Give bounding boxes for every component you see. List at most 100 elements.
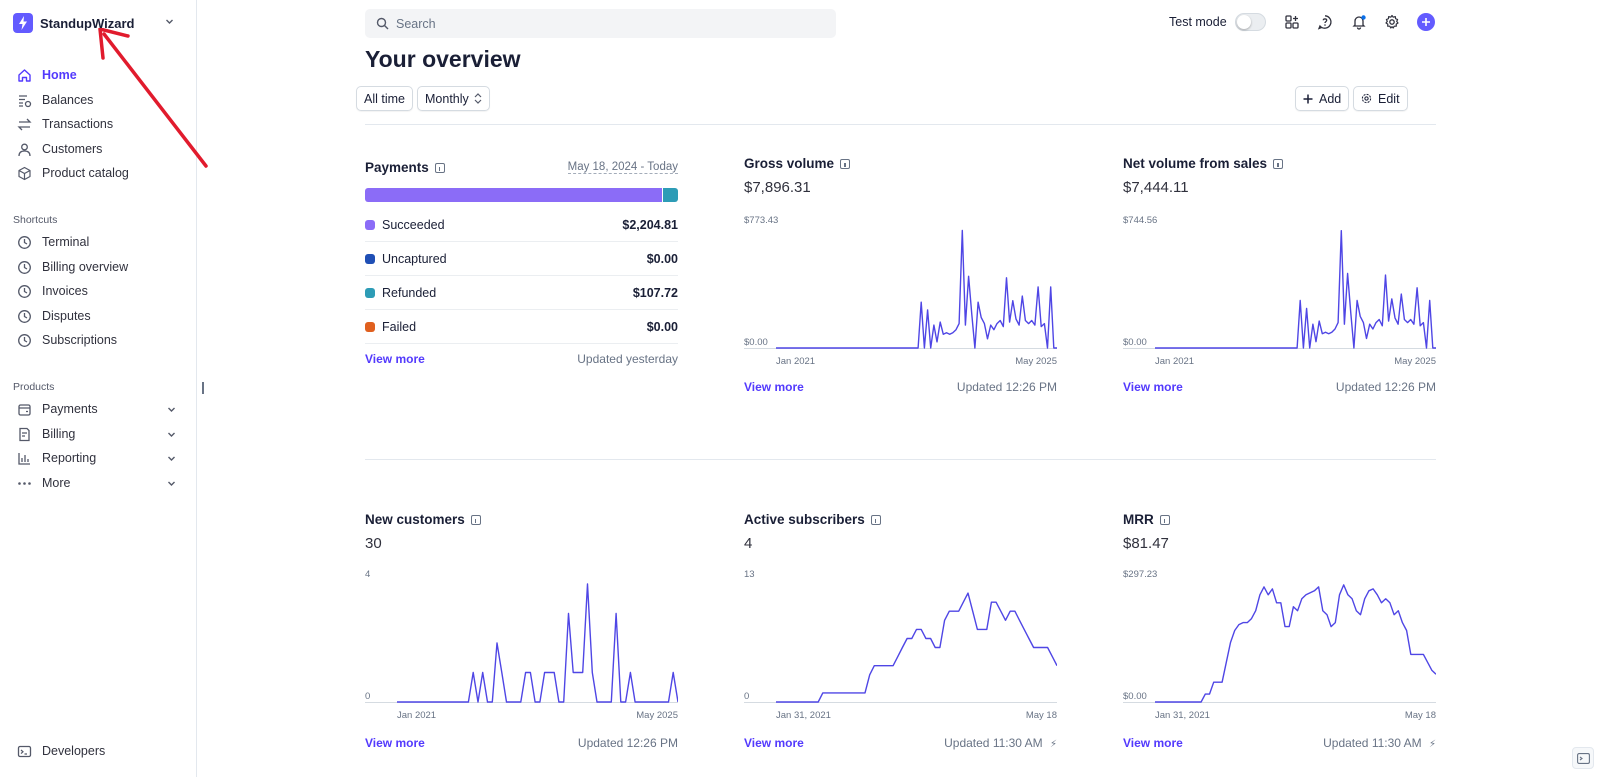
card-title: Active subscribers (744, 512, 1057, 527)
search-placeholder: Search (396, 16, 436, 31)
card-footer: View more Updated 12:26 PM (365, 736, 678, 750)
status-label: Uncaptured (382, 251, 447, 266)
payments-icon (16, 401, 32, 417)
terminal-shortcut-button[interactable] (1572, 747, 1594, 769)
sidebar-item-billing[interactable]: Billing (16, 424, 75, 444)
view-more-link[interactable]: View more (744, 380, 804, 394)
view-more-link[interactable]: View more (744, 736, 804, 750)
settings-gear-icon[interactable] (1383, 13, 1401, 31)
chevron-down-icon[interactable] (167, 479, 176, 488)
card-title-text: MRR (1123, 512, 1154, 527)
annotation-arrow (98, 28, 208, 168)
shortcut-terminal[interactable]: Terminal (16, 232, 89, 252)
bolt-icon: ⚡︎ (1049, 739, 1057, 750)
sidebar-item-more[interactable]: More (16, 473, 70, 493)
info-icon[interactable] (1273, 158, 1284, 169)
help-icon[interactable] (1316, 13, 1334, 31)
sidebar-item-label: Customers (42, 142, 103, 156)
chevron-down-icon[interactable] (167, 405, 176, 414)
payment-status-row[interactable]: Uncaptured $0.00 (365, 242, 678, 276)
info-icon[interactable] (434, 162, 445, 173)
view-more-link[interactable]: View more (365, 352, 425, 366)
notifications-bell-icon[interactable] (1350, 13, 1368, 31)
bolt-icon: ⚡︎ (1428, 739, 1436, 750)
card-footer: View more Updated 11:30 AM ⚡︎ (1123, 736, 1436, 750)
chevron-down-icon[interactable] (167, 430, 176, 439)
section-divider (365, 459, 1436, 460)
sidebar-item-home[interactable]: Home (16, 65, 77, 85)
shortcut-subscriptions[interactable]: Subscriptions (16, 330, 117, 350)
view-more-link[interactable]: View more (1123, 736, 1183, 750)
card-title: New customers (365, 512, 678, 527)
info-icon[interactable] (840, 158, 851, 169)
x-end-label: May 2025 (1015, 356, 1057, 367)
updated-label: Updated 11:30 AM (1323, 736, 1422, 750)
card-title-text: Net volume from sales (1123, 156, 1268, 171)
card-title-text: New customers (365, 512, 465, 527)
add-widget-button[interactable]: Add (1295, 86, 1350, 111)
x-start-label: Jan 31, 2021 (776, 710, 831, 721)
updated-text: Updated 11:30 AM ⚡︎ (944, 736, 1057, 750)
info-icon[interactable] (1159, 514, 1170, 525)
payments-date-range[interactable]: May 18, 2024 - Today (567, 161, 678, 174)
create-new-button[interactable] (1416, 13, 1435, 31)
series-line (397, 583, 678, 703)
shortcut-label: Disputes (42, 309, 91, 323)
sidebar-item-customers[interactable]: Customers (16, 139, 102, 159)
home-icon (16, 67, 32, 83)
account-name: StandupWizard (40, 15, 135, 31)
shortcut-invoices[interactable]: Invoices (16, 281, 88, 301)
chevron-down-icon[interactable] (165, 17, 174, 26)
status-dot (365, 287, 375, 298)
line-chart: $773.43 $0.00 Jan 2021 May 2025 (744, 215, 1057, 367)
chevron-updown-icon (474, 93, 482, 104)
info-icon[interactable] (870, 514, 881, 525)
shortcut-billing-overview[interactable]: Billing overview (16, 257, 128, 277)
chevron-down-icon[interactable] (167, 454, 176, 463)
line-chart: $744.56 $0.00 Jan 2021 May 2025 (1123, 215, 1436, 367)
gear-icon (1361, 93, 1372, 104)
payment-status-row[interactable]: Succeeded $2,204.81 (365, 208, 678, 242)
clock-icon (16, 308, 32, 324)
interval-select[interactable]: Monthly (417, 86, 490, 111)
x-start-label: Jan 31, 2021 (1155, 710, 1210, 721)
info-icon[interactable] (470, 514, 481, 525)
shortcut-label: Subscriptions (42, 333, 118, 347)
sidebar-resize-handle[interactable] (202, 382, 204, 394)
clock-icon (16, 332, 32, 348)
payments-card: Payments May 18, 2024 - Today Succeeded … (365, 160, 678, 375)
more-icon (16, 475, 32, 491)
sidebar-item-label: Payments (42, 402, 98, 416)
edit-overview-button[interactable]: Edit (1353, 86, 1408, 111)
search-input[interactable]: Search (365, 9, 836, 38)
payment-status-row[interactable]: Refunded $107.72 (365, 276, 678, 310)
card-title-text: Gross volume (744, 156, 835, 171)
sidebar-item-developers[interactable]: Developers (16, 741, 105, 761)
sidebar-item-payments[interactable]: Payments (16, 399, 98, 419)
y-max-label: $773.43 (744, 215, 778, 226)
view-more-link[interactable]: View more (1123, 380, 1183, 394)
shortcut-disputes[interactable]: Disputes (16, 306, 91, 326)
account-switcher[interactable]: StandupWizard (13, 13, 135, 33)
sidebar-item-product-catalog[interactable]: Product catalog (16, 163, 129, 183)
status-dot (365, 219, 375, 230)
status-dot (365, 253, 375, 264)
test-mode-toggle[interactable] (1234, 13, 1266, 31)
mrr-card: MRR $81.47 View more Updated 11:30 AM ⚡︎… (1123, 512, 1436, 752)
billing-icon (16, 426, 32, 442)
header-actions: Test mode (1169, 13, 1435, 31)
updated-label: Updated 12:26 PM (577, 736, 678, 750)
sidebar-item-balances[interactable]: Balances (16, 90, 93, 110)
series-line (1155, 230, 1436, 349)
payment-status-row[interactable]: Failed $0.00 (365, 310, 678, 344)
apps-icon[interactable] (1283, 13, 1301, 31)
new-customers-card: New customers 30 View more Updated 12:26… (365, 512, 678, 752)
sidebar-item-reporting[interactable]: Reporting (16, 448, 96, 468)
date-range-filter[interactable]: All time (356, 86, 413, 111)
card-footer: View more Updated 11:30 AM ⚡︎ (744, 736, 1057, 750)
sidebar-item-transactions[interactable]: Transactions (16, 114, 113, 134)
shortcut-label: Billing overview (42, 260, 129, 274)
reporting-icon (16, 450, 32, 466)
y-min-label: $0.00 (1123, 337, 1147, 348)
view-more-link[interactable]: View more (365, 736, 425, 750)
